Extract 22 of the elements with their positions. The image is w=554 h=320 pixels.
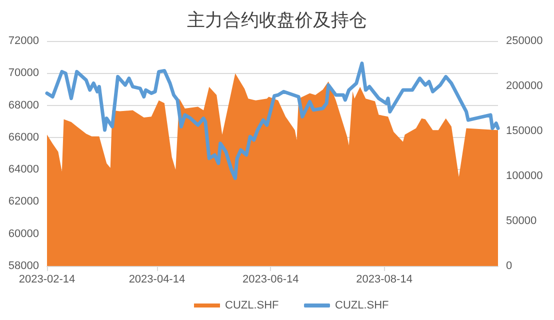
x-tick-label: 2023-02-14 — [18, 274, 76, 286]
y2-tick-label: 100000 — [506, 170, 543, 182]
y2-tick-label: 50000 — [506, 215, 537, 227]
x-tick-label: 2023-04-14 — [128, 274, 186, 286]
y-tick-label: 68000 — [8, 99, 39, 112]
legend-label: CUZL.SHF — [225, 300, 280, 312]
y2-tick-label: 200000 — [506, 80, 543, 92]
y-tick-label: 60000 — [8, 228, 39, 240]
legend-label: CUZL.SHF — [335, 300, 390, 312]
x-tick-label: 2023-06-14 — [242, 274, 299, 286]
y-tick-label: 70000 — [8, 67, 39, 80]
y2-tick-label: 0 — [506, 260, 512, 272]
y-tick-label: 72000 — [8, 35, 39, 47]
y-tick-label: 66000 — [8, 131, 39, 144]
y-tick-label: 64000 — [8, 164, 39, 176]
line-series — [45, 62, 500, 180]
y-tick-label: 62000 — [8, 196, 39, 208]
y2-tick-label: 150000 — [506, 125, 543, 137]
y2-tick-label: 250000 — [506, 35, 543, 47]
chart-title: 主力合约收盘价及持仓 — [187, 10, 367, 30]
y-tick-label: 58000 — [8, 260, 39, 272]
x-tick-label: 2023-08-14 — [356, 274, 412, 286]
